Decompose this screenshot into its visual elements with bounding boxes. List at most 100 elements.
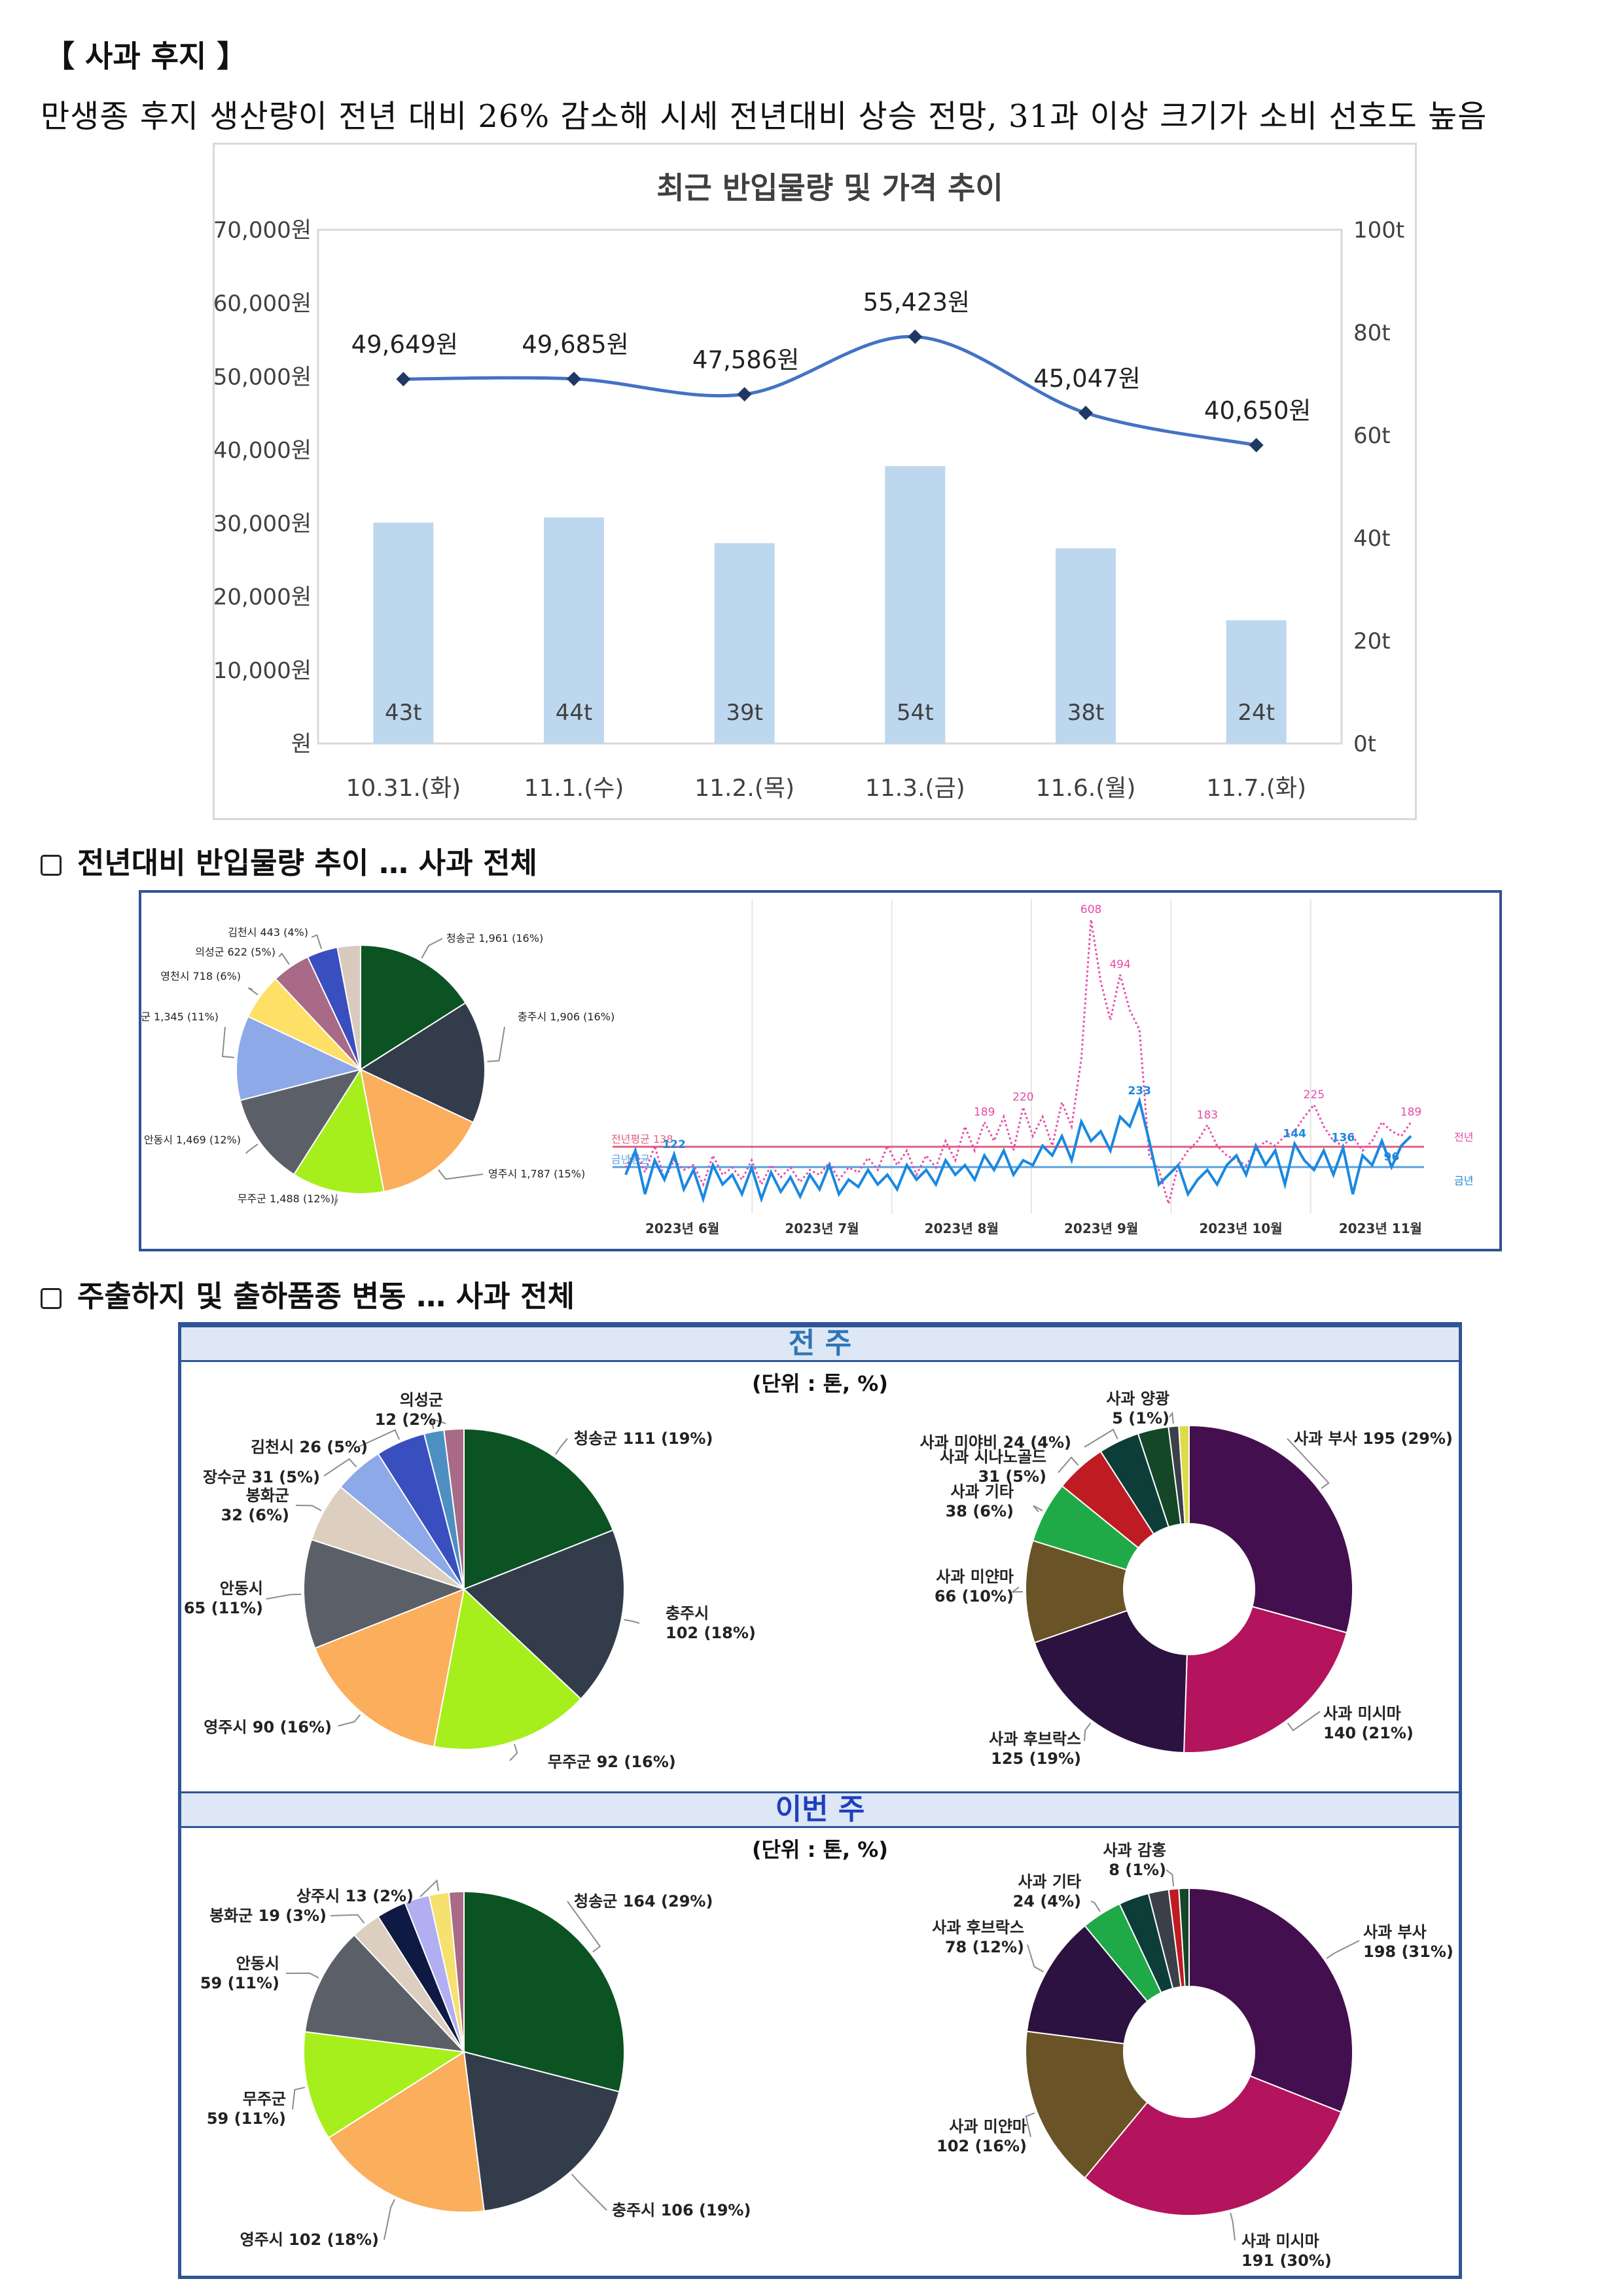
- left-axis-tick: 60,000원: [215, 291, 312, 317]
- price-label: 55,423원: [863, 288, 971, 316]
- this-variety-donut-label: 사과 미얀마 102 (16%): [936, 2117, 1027, 2155]
- x-axis-tick: 11.6.(월): [1036, 775, 1136, 802]
- month-tick: 2023년 9월: [1064, 1221, 1138, 1236]
- prev-region-pie-label: 김천시 26 (5%): [251, 1438, 368, 1456]
- this-region-pie-label: 상주시 13 (2%): [296, 1887, 414, 1905]
- shipping-panel-svg: (단위 : 톤, %) (단위 : 톤, %) 청송군 111 (19%) 충주시 10…: [184, 1371, 1454, 2270]
- point-label: 189: [974, 1105, 995, 1119]
- incoming-pie-slice: [293, 1067, 385, 1194]
- point-label: 189: [1400, 1105, 1421, 1119]
- incoming-pie-leader-line: [438, 1169, 484, 1180]
- right-axis-tick: 40t: [1353, 526, 1391, 552]
- series-right-label: 전년: [1454, 1131, 1473, 1143]
- point-label: 494: [1109, 958, 1130, 971]
- volume-bar: [1226, 620, 1287, 744]
- prev-region-pie-label: 안동시 65 (11%): [184, 1579, 263, 1617]
- shipping-panel: 전 주 이번 주 (단위 : 톤, %) (단위 : 톤, %) 청송군 111 (…: [178, 1322, 1462, 2279]
- shipping-section-label: 주출하지 및 출하품종 변동 … 사과 전체: [77, 1279, 575, 1314]
- incoming-pie-leader-line: [278, 952, 290, 965]
- left-axis-tick: 30,000원: [215, 511, 312, 537]
- this-region-pie-label: 영주시 102 (18%): [240, 2231, 379, 2249]
- volume-bar: [373, 522, 434, 744]
- volume-label: 54t: [897, 700, 934, 726]
- prev-variety-donut-label: 사과 후브락스 125 (19%): [989, 1730, 1081, 1768]
- prev-variety-donut-leader-line: [1287, 1438, 1330, 1489]
- point-label: 136: [1332, 1132, 1355, 1145]
- this-region-pie-label: 봉화군 19 (3%): [209, 1907, 327, 1925]
- price-label: 47,586원: [692, 346, 800, 374]
- shipping-section-heading: 주출하지 및 출하품종 변동 … 사과 전체: [41, 1272, 575, 1315]
- this-region-pie-leader-line: [571, 2174, 607, 2211]
- prev-region-pie-leader-line: [295, 1505, 322, 1511]
- prev-region-pie-leader-line: [431, 1418, 446, 1429]
- this-region-pie-slice: [327, 2051, 485, 2213]
- average-label: 전년평균 138: [611, 1133, 673, 1145]
- this-variety-donut-slice: [1178, 1887, 1190, 1988]
- price-marker: [1249, 438, 1264, 453]
- this-region-pie-label: 충주시 106 (19%): [612, 2201, 751, 2219]
- prev-variety-donut-label: 사과 부사 195 (29%): [1294, 1429, 1453, 1448]
- point-label: 608: [1080, 903, 1101, 916]
- incoming-pie-slice: [239, 1068, 363, 1175]
- this-region-pie-slice: [304, 1933, 466, 2053]
- checkbox-icon: [41, 1288, 62, 1309]
- volume-label: 24t: [1238, 700, 1275, 726]
- this-region-pie-slice: [463, 2051, 620, 2212]
- x-axis-tick: 11.3.(금): [865, 775, 965, 802]
- x-axis-tick: 11.1.(수): [524, 775, 624, 802]
- incoming-section-heading: 전년대비 반입물량 추이 … 사과 전체: [41, 839, 537, 882]
- prev-variety-donut-slice: [1178, 1424, 1190, 1525]
- left-axis-tick: 10,000원: [215, 658, 312, 684]
- price-label: 45,047원: [1033, 365, 1141, 393]
- month-tick: 2023년 8월: [925, 1221, 999, 1236]
- this-region-pie-slice: [463, 1890, 625, 2093]
- this-variety-donut-leader-line: [1090, 1901, 1101, 1912]
- incoming-section-label: 전년대비 반입물량 추이 … 사과 전체: [77, 846, 537, 880]
- point-label: 96: [1384, 1151, 1400, 1164]
- this-variety-donut-label: 사과 후브락스 78 (12%): [932, 1918, 1024, 1956]
- right-axis-tick: 80t: [1353, 320, 1391, 346]
- incoming-pie-slice: [359, 1001, 486, 1124]
- prev-region-pie-slice: [463, 1427, 615, 1590]
- this-region-pie-leader-line: [292, 2087, 306, 2110]
- volume-label: 39t: [726, 700, 763, 726]
- prev-region-pie-leader-line: [624, 1619, 640, 1624]
- incoming-pie-leader-line: [487, 1026, 505, 1062]
- this-variety-donut-leader-line: [1326, 1940, 1360, 1960]
- left-axis-tick: 50,000원: [215, 364, 312, 390]
- incoming-panel: 청송군 1,961 (16%) 충주시 1,906 (16%) 영주시 1,787 …: [122, 890, 1502, 1251]
- this-variety-donut-label: 사과 미시마 191 (30%): [1241, 2232, 1332, 2270]
- volume-bar: [714, 543, 775, 744]
- month-tick: 2023년 11월: [1339, 1221, 1422, 1236]
- checkbox-icon: [41, 855, 62, 876]
- incoming-pie-label: 충주시 1,906 (16%): [518, 1011, 615, 1023]
- volume-label: 38t: [1067, 700, 1105, 726]
- prev-variety-donut-label: 사과 미야비 24 (4%): [919, 1433, 1071, 1452]
- prev-variety-donut-leader-line: [1169, 1411, 1174, 1424]
- prev-region-pie-label: 영주시 90 (16%): [204, 1718, 332, 1736]
- point-label: 220: [1012, 1091, 1033, 1104]
- prev-region-pie-leader-line: [338, 1714, 361, 1727]
- prev-variety-donut-slice: [1183, 1605, 1348, 1753]
- this-variety-donut-leader-line: [1166, 1869, 1175, 1887]
- this-region-pie-label: 청송군 164 (29%): [574, 1892, 713, 1910]
- incoming-pie-leader-line: [247, 987, 259, 996]
- prev-region-pie-slice: [463, 1529, 625, 1700]
- prev-region-pie-leader-line: [555, 1438, 568, 1455]
- incoming-pie-label: 청송군 1,961 (16%): [446, 932, 543, 944]
- this-year-line: [624, 1096, 1412, 1204]
- this-week-band: 이번 주: [181, 1791, 1459, 1828]
- prev-region-pie-label: 의성군 12 (2%): [375, 1391, 443, 1429]
- prev-variety-donut-slice: [1188, 1424, 1353, 1634]
- this-region-pie-leader-line: [419, 1879, 440, 1897]
- left-axis-tick: 70,000원: [215, 217, 312, 243]
- left-axis-tick: 원: [291, 731, 312, 757]
- price-line: [403, 334, 1257, 447]
- incoming-pie-slice: [359, 1068, 474, 1193]
- this-region-pie-leader-line: [383, 2198, 395, 2240]
- prev-variety-donut-label: 사과 기타 38 (6%): [946, 1482, 1014, 1520]
- this-region-pie-label: 안동시 59 (11%): [200, 1954, 279, 1992]
- prev-variety-donut-leader-line: [1084, 1722, 1092, 1742]
- month-tick: 2023년 10월: [1199, 1221, 1282, 1236]
- summary-text: 만생종 후지 생산량이 전년 대비 26% 감소해 시세 전년대비 상승 전망,…: [41, 98, 1488, 135]
